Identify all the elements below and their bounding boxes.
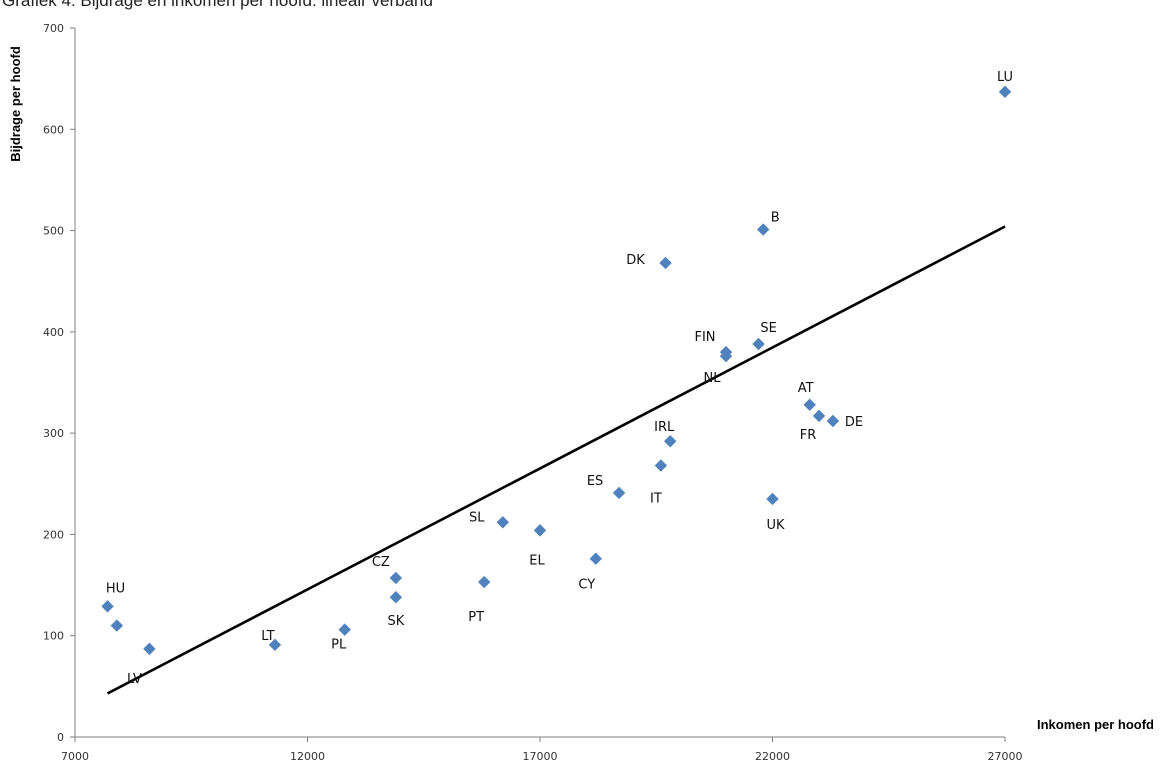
point-label-fin: FIN (694, 330, 715, 345)
data-point-lu (998, 85, 1012, 99)
point-label-cz: CZ (372, 555, 390, 570)
y-tick-label: 300 (43, 427, 64, 440)
x-tick-label: 27000 (988, 750, 1023, 763)
point-label-es: ES (587, 474, 603, 489)
point-label-cy: CY (578, 578, 595, 593)
point-label-lt: LT (261, 629, 274, 644)
data-point-pl (338, 623, 351, 636)
point-label-sl: SL (469, 510, 485, 525)
data-point-de (826, 414, 840, 428)
chart-title: Grafiek 4: Bijdrage en inkomen per hoofd… (2, 0, 433, 10)
x-tick-label: 22000 (755, 750, 790, 763)
data-point-es (612, 486, 626, 500)
data-point-uk (766, 492, 779, 506)
point-label-de: DE (845, 415, 863, 430)
point-label-fr: FR (800, 428, 817, 443)
point-label-sk: SK (387, 614, 404, 629)
data-point-sk (389, 591, 403, 604)
point-label-uk: UK (766, 518, 785, 533)
x-tick-label: 12000 (290, 750, 325, 763)
x-tick-label: 17000 (523, 750, 558, 763)
data-point-lv (143, 642, 156, 656)
y-axis-title: Bijdrage per hoofd (8, 46, 23, 162)
point-label-group: LU B DK SE FIN NL AT FR DE IRL IT ES UK SL EL CY CZ PT SK H… (106, 70, 1013, 687)
data-point-nl (719, 349, 733, 363)
point-label-lu: LU (997, 70, 1013, 85)
data-point-lt (268, 638, 282, 652)
y-tick-label: 100 (43, 630, 64, 643)
data-point-group (101, 85, 1012, 656)
data-point-cy (589, 552, 602, 565)
point-label-it: IT (650, 492, 662, 507)
point-label-lv: LV (127, 672, 142, 687)
x-axis-title: Inkomen per hoofd (1037, 717, 1154, 732)
x-tick-group: 7000 12000 17000 22000 27000 (61, 737, 1023, 763)
data-point-cz (389, 571, 403, 585)
y-tick-label: 700 (43, 22, 64, 35)
data-point-sl (496, 516, 509, 529)
y-tick-label: 200 (43, 528, 64, 541)
point-label-at: AT (798, 381, 814, 396)
data-point-pt (478, 575, 491, 589)
point-label-irl: IRL (654, 420, 675, 435)
data-point-fr (812, 409, 826, 423)
data-point-at (803, 398, 816, 411)
data-point-hu (101, 600, 114, 613)
data-point-b (757, 223, 770, 236)
point-label-pt: PT (468, 610, 484, 625)
x-tick-label: 7000 (61, 750, 89, 763)
y-tick-group: 0 100 200 300 400 500 600 700 (43, 22, 75, 744)
y-tick-label: 600 (43, 123, 64, 136)
point-label-el: EL (529, 553, 545, 568)
data-point-se (752, 337, 765, 351)
y-tick-label: 500 (43, 225, 64, 238)
point-label-se: SE (760, 321, 776, 336)
data-point-it (654, 459, 668, 472)
point-label-pl: PL (331, 638, 347, 653)
data-point-irl (664, 435, 677, 448)
point-label-hu: HU (106, 581, 125, 596)
data-point-el (533, 524, 547, 537)
axes (74, 28, 1005, 738)
y-tick-label: 400 (43, 326, 64, 339)
point-label-b: B (771, 211, 780, 226)
data-point (110, 619, 124, 632)
point-label-dk: DK (626, 253, 645, 268)
trendline (106, 225, 1006, 695)
data-point-dk (659, 256, 672, 270)
y-tick-label: 0 (57, 731, 64, 744)
point-label-nl: NL (704, 371, 722, 386)
